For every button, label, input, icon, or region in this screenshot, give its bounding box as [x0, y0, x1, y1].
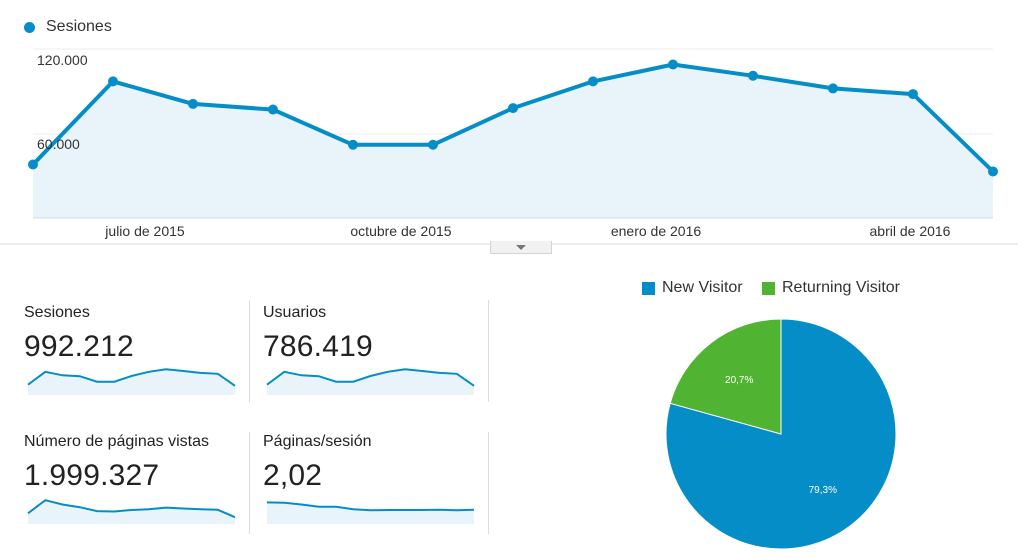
x-tick-label-abril-2016: abril de 2016: [870, 223, 951, 239]
data-point-2016-04[interactable]: [908, 89, 918, 100]
paginas-sesion-sparkline: [266, 501, 475, 524]
metric-sesiones[interactable]: Sesiones 992.212: [24, 304, 239, 396]
paginas-vistas-sparkline: [27, 499, 236, 524]
data-point-2016-03[interactable]: [828, 83, 838, 94]
usuarios-sparkline: [266, 368, 475, 395]
sparkline-area: [267, 369, 474, 395]
data-point-2016-05[interactable]: [988, 166, 998, 177]
metric-label: Usuarios: [263, 304, 327, 321]
metric-paginas-sesion[interactable]: Páginas/sesión 2,02: [263, 433, 478, 525]
sparkline-line: [27, 368, 236, 387]
metric-divider: [249, 432, 250, 534]
sparkline-area: [28, 369, 235, 395]
metric-value: 1.999.327: [24, 459, 160, 492]
collapse-chart-button[interactable]: [490, 241, 552, 254]
sparkline-line: [266, 368, 475, 387]
sessions-area: [33, 64, 993, 218]
data-point-2015-11[interactable]: [508, 103, 518, 114]
data-point-2015-07[interactable]: [188, 98, 198, 109]
metric-label: Páginas/sesión: [263, 433, 372, 450]
returning-visitor-label: Returning Visitor: [782, 279, 900, 296]
returning-visitor-swatch: [762, 281, 775, 295]
metric-paginas-vistas[interactable]: Número de páginas vistas 1.999.327: [24, 433, 239, 525]
sessions-line-chart[interactable]: 120.000 60.000 julio de 2015 octubre de …: [0, 0, 1024, 245]
metric-divider: [488, 300, 489, 402]
y-tick-label-120000: 120.000: [37, 52, 88, 68]
y-tick-label-60000: 60.000: [37, 136, 80, 152]
data-point-2016-02[interactable]: [748, 70, 758, 81]
data-point-2015-10[interactable]: [428, 139, 438, 150]
x-tick-label-octubre-2015: octubre de 2015: [350, 223, 451, 239]
new-visitor-swatch: [642, 281, 655, 295]
metric-label: Sesiones: [24, 304, 90, 321]
sesiones-sparkline: [27, 368, 236, 395]
metric-label: Número de páginas vistas: [24, 433, 209, 450]
data-point-2015-12[interactable]: [588, 76, 598, 87]
visitor-type-pie-chart[interactable]: 79,3% 20,7%: [656, 309, 906, 559]
metric-value: 992.212: [24, 330, 134, 363]
data-point-2015-05[interactable]: [28, 159, 38, 170]
data-point-2015-06[interactable]: [108, 76, 118, 87]
pie-legend-new-visitor[interactable]: New Visitor: [642, 279, 743, 297]
pie-label-new-visitor: 79,3%: [809, 485, 837, 496]
sesiones-legend-dot: [24, 21, 35, 33]
data-point-2015-09[interactable]: [348, 139, 358, 150]
sparkline-line: [27, 499, 236, 519]
sparkline-area: [28, 500, 235, 524]
new-visitor-label: New Visitor: [662, 279, 743, 296]
metric-divider: [488, 432, 489, 534]
pie-label-returning-visitor: 20,7%: [725, 375, 753, 386]
sparkline-line: [266, 501, 475, 512]
x-tick-label-julio-2015: julio de 2015: [104, 223, 185, 239]
sparkline-area: [267, 502, 474, 524]
x-tick-label-enero-2016: enero de 2016: [611, 223, 702, 239]
metric-usuarios[interactable]: Usuarios 786.419: [263, 304, 478, 396]
sesiones-legend-label: Sesiones: [46, 18, 112, 35]
data-point-2016-01[interactable]: [668, 59, 678, 70]
metric-divider: [249, 300, 250, 402]
pie-legend-returning-visitor[interactable]: Returning Visitor: [762, 279, 900, 297]
chevron-down-icon: [516, 244, 526, 250]
metric-value: 786.419: [263, 330, 373, 363]
pie-slice-returning-visitor[interactable]: [669, 318, 782, 435]
data-point-2015-08[interactable]: [268, 104, 278, 115]
line-chart-legend[interactable]: Sesiones: [24, 18, 112, 36]
metric-value: 2,02: [263, 459, 323, 492]
